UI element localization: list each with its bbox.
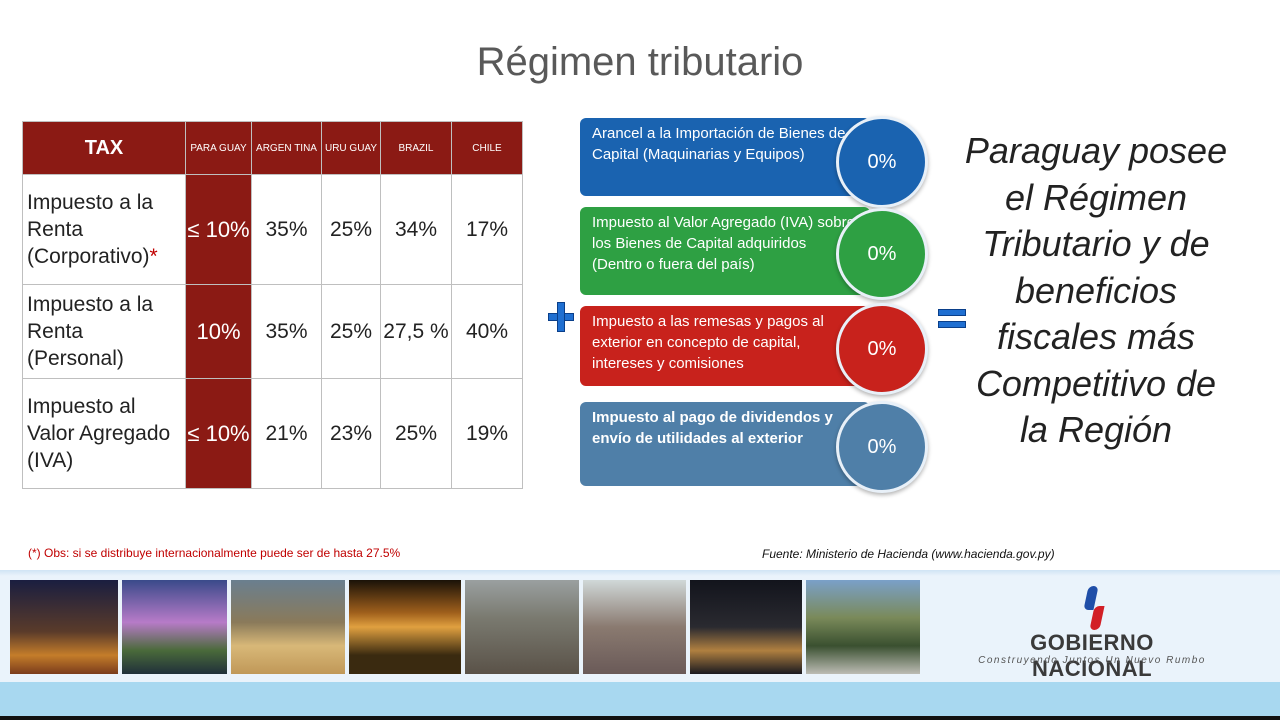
photo-cattle — [465, 580, 579, 674]
cell-brazil: 27,5 % — [380, 284, 452, 379]
footnote-obs: (*) Obs: si se distribuye internacionalm… — [28, 546, 401, 560]
logo-mark-icon — [1082, 586, 1106, 632]
benefit-iva-capital-goods: Impuesto al Valor Agregado (IVA) sobre l… — [580, 207, 870, 295]
cell-uruguay: 25% — [321, 284, 381, 379]
cell-chile: 17% — [451, 174, 523, 285]
benefit-value-badge: 0% — [836, 401, 928, 493]
footnote-marker: * — [149, 245, 158, 268]
benefit-value-badge: 0% — [836, 303, 928, 395]
plus-icon — [548, 302, 574, 332]
cell-uruguay: 25% — [321, 174, 381, 285]
conclusion-statement: Paraguay posee el Régimen Tributario y d… — [964, 130, 1228, 450]
photo-industrial-night — [690, 580, 802, 674]
header-tax: TAX — [22, 121, 186, 175]
row-label: Impuesto a la Renta (Personal) — [22, 284, 186, 379]
cell-uruguay: 23% — [321, 378, 381, 489]
source-note: Fuente: Ministerio de Hacienda (www.haci… — [762, 547, 1055, 561]
equals-icon — [938, 308, 966, 330]
cell-chile: 40% — [451, 284, 523, 379]
benefit-value-badge: 0% — [836, 116, 928, 208]
gobierno-nacional-logo: GOBIERNO NACIONAL Construyendo Juntos Un… — [970, 584, 1214, 681]
cell-chile: 19% — [451, 378, 523, 489]
table-row: Impuesto a la Renta (Personal) 10% 35% 2… — [22, 284, 523, 379]
photo-river-barge — [806, 580, 920, 674]
header-brazil: BRAZIL — [380, 121, 452, 175]
header-chile: CHILE — [451, 121, 523, 175]
row-label: Impuesto a la Renta (Corporativo)* — [22, 174, 186, 285]
table-row: Impuesto a la Renta (Corporativo)* ≤ 10%… — [22, 174, 523, 285]
photo-tree-lake — [122, 580, 227, 674]
benefit-remittance-tax: Impuesto a las remesas y pagos al exteri… — [580, 306, 870, 386]
cell-argentina: 35% — [251, 284, 322, 379]
photo-palace — [10, 580, 118, 674]
footer-band — [0, 682, 1280, 720]
benefit-dividend-tax: Impuesto al pago de dividendos y envío d… — [580, 402, 870, 486]
row-label-text: Impuesto a la Renta (Corporativo) — [27, 191, 154, 268]
logo-tagline: Construyendo Juntos Un Nuevo Rumbo — [978, 655, 1206, 666]
cell-brazil: 25% — [380, 378, 452, 489]
footer-line — [0, 716, 1280, 720]
header-paraguay: PARA GUAY — [185, 121, 252, 175]
header-uruguay: URU GUAY — [321, 121, 381, 175]
cell-paraguay: ≤ 10% — [185, 378, 252, 489]
page-title: Régimen tributario — [476, 40, 804, 84]
row-label: Impuesto al Valor Agregado (IVA) — [22, 378, 186, 489]
tax-comparison-table: TAX PARA GUAY ARGEN TINA URU GUAY BRAZIL… — [22, 121, 523, 489]
cell-paraguay: 10% — [185, 284, 252, 379]
photo-sunset-field — [349, 580, 461, 674]
photo-soy-harvest — [231, 580, 345, 674]
table-row: Impuesto al Valor Agregado (IVA) ≤ 10% 2… — [22, 378, 523, 489]
cell-brazil: 34% — [380, 174, 452, 285]
cell-argentina: 21% — [251, 378, 322, 489]
benefit-value-badge: 0% — [836, 208, 928, 300]
benefit-import-tariff: Arancel a la Importación de Bienes de Ca… — [580, 118, 870, 196]
header-argentina: ARGEN TINA — [251, 121, 322, 175]
logo-brand: GOBIERNO NACIONAL — [1030, 630, 1154, 681]
table-header-row: TAX PARA GUAY ARGEN TINA URU GUAY BRAZIL… — [22, 121, 523, 175]
cell-argentina: 35% — [251, 174, 322, 285]
photo-factory — [583, 580, 686, 674]
cell-paraguay: ≤ 10% — [185, 174, 252, 285]
